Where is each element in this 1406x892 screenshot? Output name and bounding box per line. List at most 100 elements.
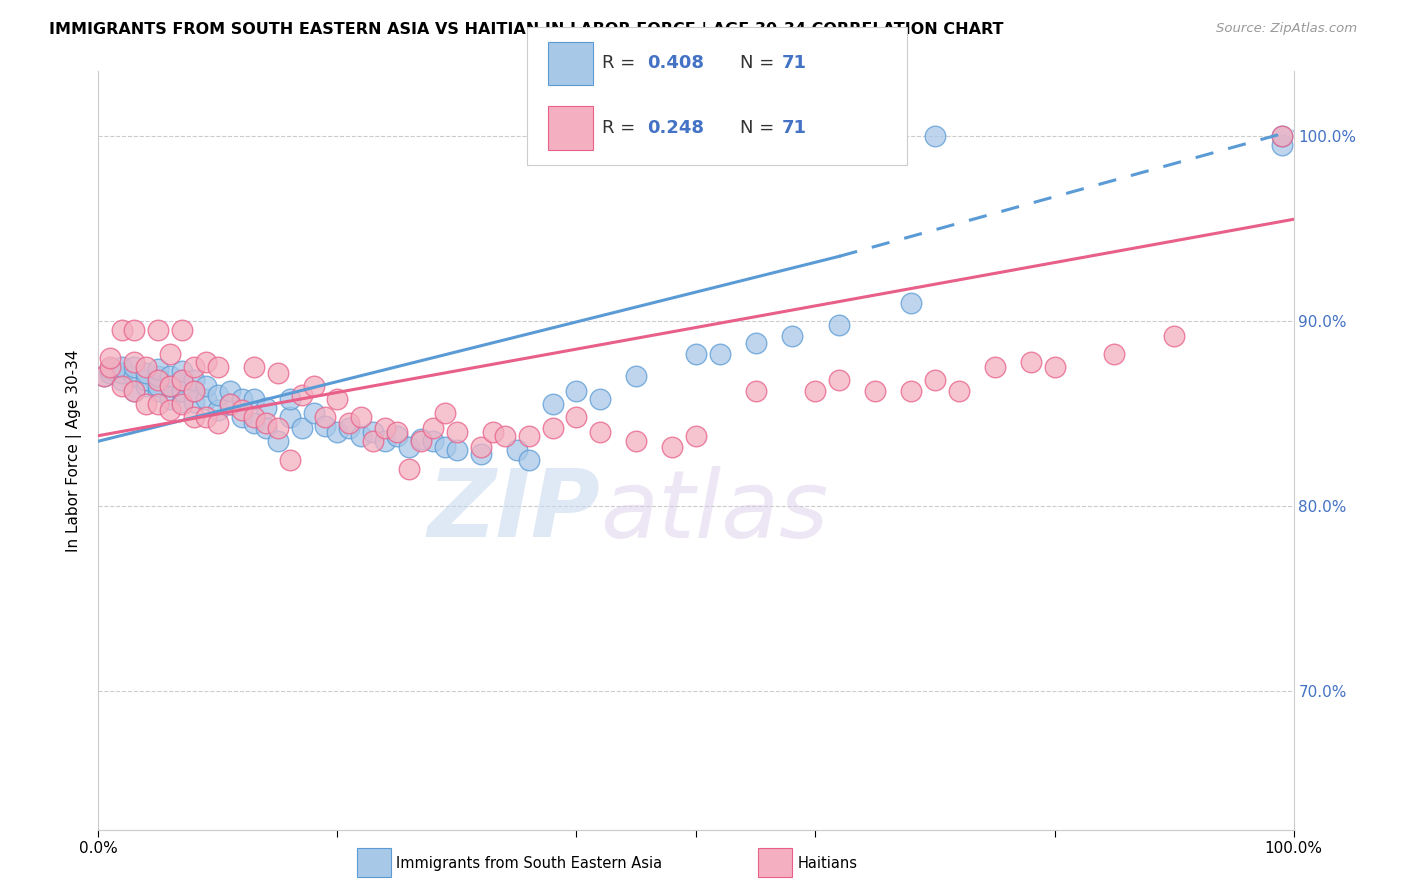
Y-axis label: In Labor Force | Age 30-34: In Labor Force | Age 30-34 <box>66 349 83 552</box>
Point <box>254 421 277 435</box>
Point <box>183 384 205 399</box>
Point <box>984 360 1007 375</box>
Point <box>565 384 588 399</box>
Point <box>434 440 457 454</box>
Point <box>278 410 301 425</box>
Point <box>661 440 683 454</box>
Point <box>278 392 301 406</box>
Text: 71: 71 <box>782 119 807 136</box>
Point <box>828 373 851 387</box>
Point <box>267 434 290 449</box>
Text: IMMIGRANTS FROM SOUTH EASTERN ASIA VS HAITIAN IN LABOR FORCE | AGE 30-34 CORRELA: IMMIGRANTS FROM SOUTH EASTERN ASIA VS HA… <box>49 22 1004 38</box>
Point <box>541 421 564 435</box>
Point <box>148 384 170 399</box>
Point <box>93 369 115 384</box>
Point <box>195 410 218 425</box>
Point <box>1271 129 1294 144</box>
Point <box>124 323 146 337</box>
Text: R =: R = <box>602 54 641 72</box>
Point <box>422 434 444 449</box>
Point <box>148 378 170 392</box>
Point <box>350 410 373 425</box>
Point <box>135 397 157 411</box>
Point <box>135 366 157 380</box>
Point <box>398 440 420 454</box>
Point <box>1271 129 1294 144</box>
Point <box>1104 347 1126 361</box>
Point <box>924 129 946 144</box>
Point <box>385 425 409 439</box>
Point <box>745 384 768 399</box>
Point <box>1271 138 1294 153</box>
Text: atlas: atlas <box>600 466 828 557</box>
Point <box>231 392 253 406</box>
Point <box>339 416 361 430</box>
Point <box>98 366 122 380</box>
Point <box>434 407 457 421</box>
Point <box>326 392 349 406</box>
Point <box>481 425 505 439</box>
Point <box>183 410 205 425</box>
Text: N =: N = <box>740 54 779 72</box>
Text: 0.408: 0.408 <box>647 54 704 72</box>
Text: Haitians: Haitians <box>797 856 858 871</box>
Text: 0.248: 0.248 <box>647 119 704 136</box>
Point <box>363 425 385 439</box>
Point <box>804 384 827 399</box>
Point <box>1043 360 1066 375</box>
Point <box>207 388 229 402</box>
Point <box>1019 354 1042 368</box>
Point <box>254 416 277 430</box>
Point <box>172 397 194 411</box>
Point <box>745 336 768 351</box>
Point <box>183 360 205 375</box>
Point <box>339 421 361 435</box>
Point <box>254 401 277 415</box>
Point <box>315 419 337 434</box>
Point <box>207 402 229 417</box>
Point <box>315 410 337 425</box>
Point <box>159 378 181 392</box>
Point <box>183 395 205 409</box>
Point <box>446 425 468 439</box>
Point <box>1163 328 1185 343</box>
Point <box>326 425 349 439</box>
Point <box>124 369 146 384</box>
Point <box>98 360 122 375</box>
Point <box>494 428 516 442</box>
Point <box>589 425 612 439</box>
Point <box>98 351 122 365</box>
Point <box>685 428 707 442</box>
Text: N =: N = <box>740 119 779 136</box>
Point <box>135 360 157 375</box>
Point <box>291 388 314 402</box>
Point <box>411 434 433 449</box>
Point <box>350 428 373 442</box>
Point <box>172 373 194 387</box>
Point <box>589 392 612 406</box>
Point <box>231 402 253 417</box>
Point <box>183 373 205 387</box>
Point <box>207 416 229 430</box>
Point <box>159 369 181 384</box>
Point <box>172 373 194 387</box>
Point <box>506 443 529 458</box>
Point <box>541 397 564 411</box>
Point <box>291 421 314 435</box>
Point <box>135 378 157 392</box>
Point <box>124 360 146 375</box>
Point <box>565 410 588 425</box>
Point <box>470 447 492 461</box>
Point <box>219 397 242 411</box>
Point <box>195 392 218 406</box>
Point <box>865 384 887 399</box>
Point <box>243 410 266 425</box>
Point <box>243 416 266 430</box>
Point <box>172 384 194 399</box>
Point <box>159 347 181 361</box>
Point <box>374 434 396 449</box>
Point <box>195 354 218 368</box>
Point <box>231 410 253 425</box>
Point <box>422 421 444 435</box>
Point <box>159 392 181 406</box>
